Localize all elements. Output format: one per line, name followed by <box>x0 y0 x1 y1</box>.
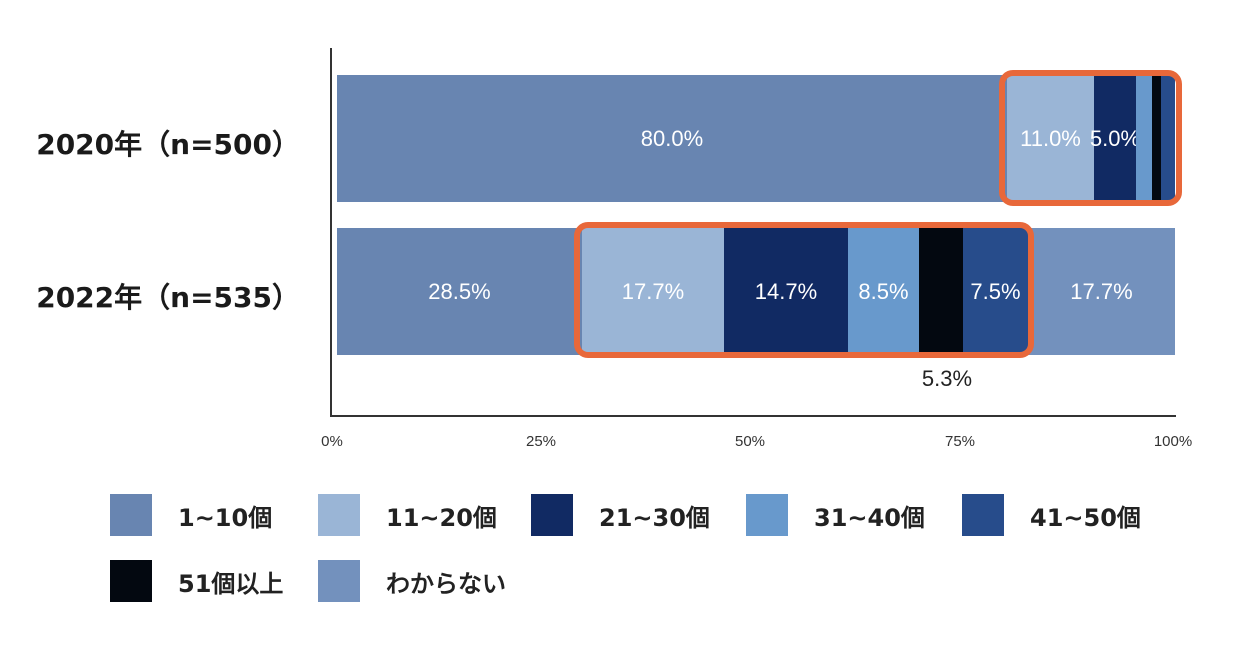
legend-label: 21~30個 <box>599 503 710 532</box>
legend-label: 11~20個 <box>386 503 497 532</box>
legend-item: 41~50個 <box>962 494 1141 536</box>
bar-segment: 80.0% <box>337 75 1007 202</box>
x-tick: 100% <box>1153 433 1193 450</box>
x-tick: 75% <box>944 433 976 450</box>
y-axis-line <box>330 48 332 416</box>
legend-label: わからない <box>386 569 506 598</box>
legend-label: 51個以上 <box>178 569 284 598</box>
bar-segment <box>1152 75 1161 202</box>
bar-segment: 11.0% <box>1007 75 1094 202</box>
bar-segment: 28.5% <box>337 228 582 355</box>
legend-item: 1~10個 <box>110 494 272 536</box>
bar-2022: 28.5% 17.7% 14.7% 8.5% 7.5% 17.7% <box>337 228 1175 355</box>
bar-segment: 14.7% <box>724 228 848 355</box>
legend-swatch <box>531 494 573 536</box>
x-tick: 25% <box>525 433 557 450</box>
x-axis-line <box>330 415 1176 417</box>
legend-label: 1~10個 <box>178 503 273 532</box>
legend-swatch <box>110 494 152 536</box>
bar-segment: 5.0% <box>1090 75 1140 202</box>
category-label-2022: 2022年（n=535） <box>36 281 300 314</box>
legend-item: わからない <box>318 560 506 602</box>
legend-swatch <box>746 494 788 536</box>
legend-swatch <box>318 494 360 536</box>
highlight-box-2020 <box>999 70 1182 206</box>
legend-item: 51個以上 <box>110 560 283 602</box>
bar-segment: 17.7% <box>582 228 724 355</box>
x-tick: 0% <box>321 433 343 450</box>
bar-segment: 8.5% <box>848 228 919 355</box>
legend-item: 31~40個 <box>746 494 925 536</box>
bar-segment: 7.5% <box>963 228 1028 355</box>
category-label-2020: 2020年（n=500） <box>36 128 300 161</box>
legend-item: 11~20個 <box>318 494 497 536</box>
bar-segment <box>1136 75 1152 202</box>
legend-swatch <box>110 560 152 602</box>
bar-2020: 80.0% 11.0% 5.0% <box>337 75 1175 202</box>
outside-value-label: 5.3% <box>921 366 973 391</box>
legend-label: 41~50個 <box>1030 503 1141 532</box>
legend-swatch <box>318 560 360 602</box>
x-tick: 50% <box>734 433 766 450</box>
legend-label: 31~40個 <box>814 503 925 532</box>
legend-swatch <box>962 494 1004 536</box>
bar-segment: 17.7% <box>1028 228 1175 355</box>
bar-segment <box>919 228 963 355</box>
legend-item: 21~30個 <box>531 494 710 536</box>
highlight-box-2022 <box>574 222 1034 358</box>
bar-segment <box>1161 75 1175 202</box>
